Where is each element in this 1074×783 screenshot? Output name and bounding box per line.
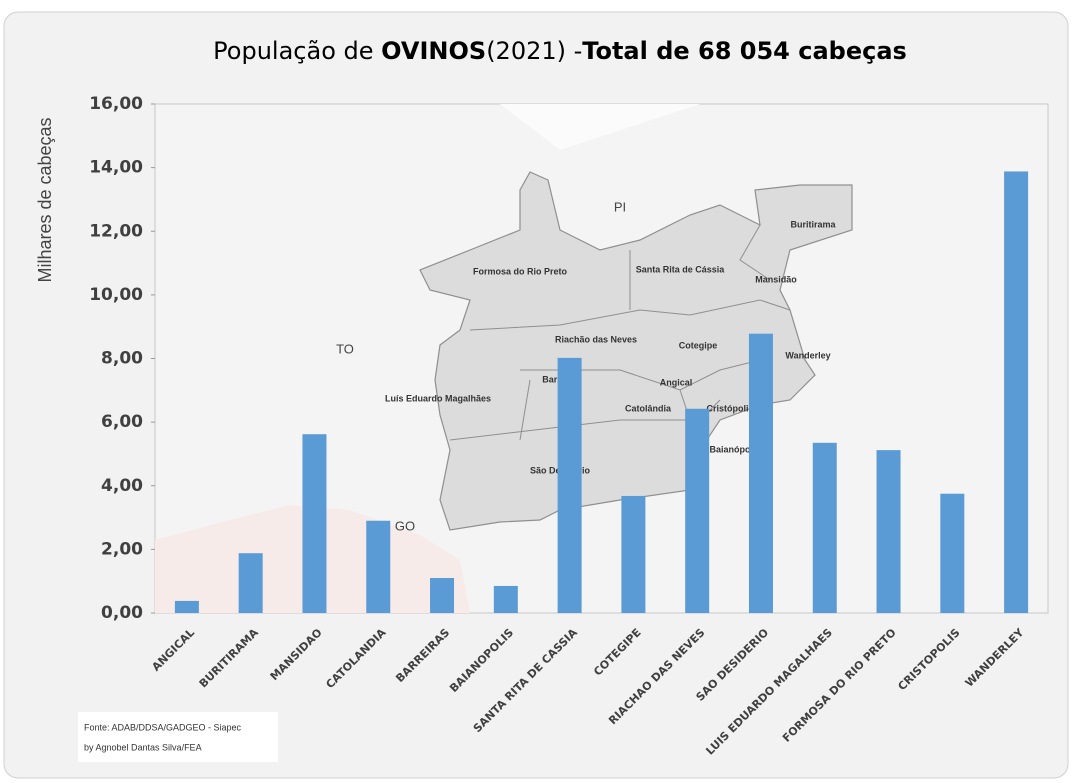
y-tick-label: 2,00 <box>101 539 143 559</box>
source-text: Fonte: ADAB/DDSA/GADGEO - Siapec <box>84 722 242 732</box>
bar <box>748 333 773 613</box>
y-tick-label: 14,00 <box>89 158 143 178</box>
y-tick-label: 10,00 <box>89 285 143 305</box>
map-label: Riachão das Neves <box>555 334 637 344</box>
map-shape <box>419 171 853 531</box>
bar <box>621 495 646 613</box>
y-tick-label: 6,00 <box>101 412 143 432</box>
map-label: Luís Eduardo Magalhães <box>385 393 491 403</box>
y-tick-label: 0,00 <box>101 603 143 623</box>
y-tick-label: 8,00 <box>101 349 143 369</box>
bar <box>366 520 391 613</box>
y-tick-label: 4,00 <box>101 476 143 496</box>
map-label: Cotegipe <box>679 340 718 350</box>
bar <box>493 585 518 613</box>
y-tick-label: 16,00 <box>89 94 143 114</box>
bar <box>238 553 263 613</box>
map-label: Baianópolis <box>709 444 760 454</box>
map-label: GO <box>395 518 415 533</box>
source-box <box>78 712 278 762</box>
map-label: TO <box>336 341 354 356</box>
map-label: Formosa do Rio Preto <box>473 266 568 276</box>
y-tick-label: 12,00 <box>89 221 143 241</box>
bar <box>876 450 901 613</box>
map-borders <box>449 224 791 451</box>
bar <box>1004 171 1029 613</box>
bar <box>557 357 582 613</box>
title-part: (2021) - <box>486 37 582 65</box>
map-label: PI <box>614 199 626 214</box>
bar <box>430 578 455 613</box>
title-part: População de <box>213 37 381 65</box>
map-label: Santa Rita de Cássia <box>636 264 726 274</box>
bar <box>174 600 199 613</box>
map-label: Cristópolis <box>706 403 753 413</box>
title-part: Total de 68 054 cabeças <box>582 37 907 65</box>
map-region <box>500 104 700 150</box>
map-label: Angical <box>660 377 693 387</box>
y-axis-label: Milhares de cabeças <box>35 117 55 282</box>
map-label: Buritirama <box>790 219 836 229</box>
bar <box>812 442 837 613</box>
title-part: OVINOS <box>381 37 486 65</box>
map-label: Wanderley <box>785 350 830 360</box>
chart-title: População de OVINOS(2021) -Total de 68 0… <box>213 37 907 65</box>
map-label: Mansidão <box>755 274 797 284</box>
bar <box>940 493 965 613</box>
map-label: Catolândia <box>625 403 672 413</box>
source-text: by Agnobel Dantas Silva/FEA <box>84 742 202 752</box>
bar <box>685 408 710 613</box>
bar <box>302 434 327 613</box>
